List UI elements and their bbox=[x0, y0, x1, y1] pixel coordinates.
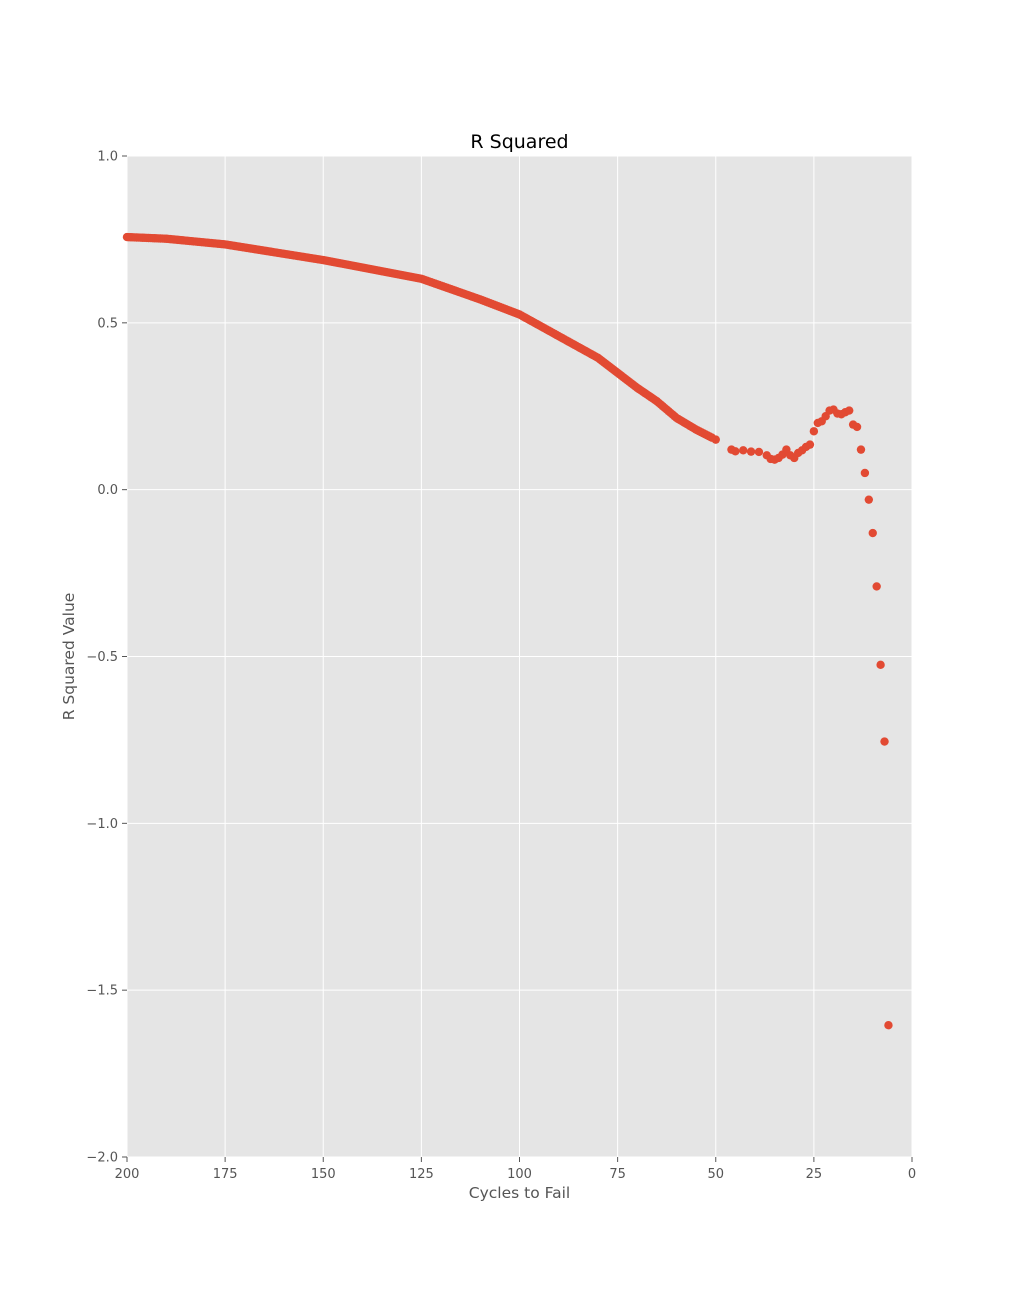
data-point bbox=[711, 435, 720, 444]
x-tick-label: 125 bbox=[409, 1167, 434, 1182]
data-point bbox=[731, 447, 740, 456]
grid bbox=[126, 155, 913, 1158]
data-point bbox=[872, 582, 881, 591]
x-tick-label: 200 bbox=[115, 1167, 140, 1182]
y-tick-label: 0.0 bbox=[97, 483, 118, 498]
data-point bbox=[805, 440, 815, 449]
data-point bbox=[754, 447, 764, 457]
data-point bbox=[809, 427, 819, 436]
data-point bbox=[876, 660, 885, 670]
x-tick-label: 25 bbox=[806, 1167, 823, 1182]
y-tick-label: −0.5 bbox=[86, 650, 118, 665]
x-tick-label: 75 bbox=[609, 1167, 626, 1182]
y-axis-label: R Squared Value bbox=[60, 593, 78, 721]
y-tick-label: 0.5 bbox=[97, 316, 118, 331]
data-point bbox=[739, 446, 748, 455]
axis-ticks: 200 175 150 125 100 75 50 25 0 1.0 0.5 0.0 −0.5 −1.0 −… bbox=[86, 150, 916, 1183]
y-tick-label: −1.0 bbox=[86, 817, 118, 832]
data-point bbox=[856, 445, 866, 454]
data-point bbox=[868, 528, 877, 538]
data-point bbox=[746, 447, 756, 456]
x-tick-label: 100 bbox=[507, 1167, 532, 1182]
x-axis-label: Cycles to Fail bbox=[469, 1184, 570, 1202]
data-series bbox=[122, 232, 893, 1030]
x-tick-label: 175 bbox=[213, 1167, 238, 1182]
data-point bbox=[860, 468, 870, 478]
x-tick-label: 50 bbox=[707, 1167, 724, 1182]
chart-title: R Squared bbox=[470, 131, 568, 153]
data-point bbox=[880, 737, 889, 746]
data-point bbox=[845, 406, 854, 415]
y-tick-label: −1.5 bbox=[86, 984, 118, 999]
y-tick-label: −2.0 bbox=[86, 1151, 118, 1166]
data-point bbox=[852, 422, 862, 432]
x-tick-label: 150 bbox=[311, 1167, 336, 1182]
data-point bbox=[864, 495, 874, 504]
y-tick-label: 1.0 bbox=[97, 150, 118, 165]
x-tick-label: 0 bbox=[908, 1167, 916, 1182]
data-point bbox=[884, 1021, 893, 1030]
